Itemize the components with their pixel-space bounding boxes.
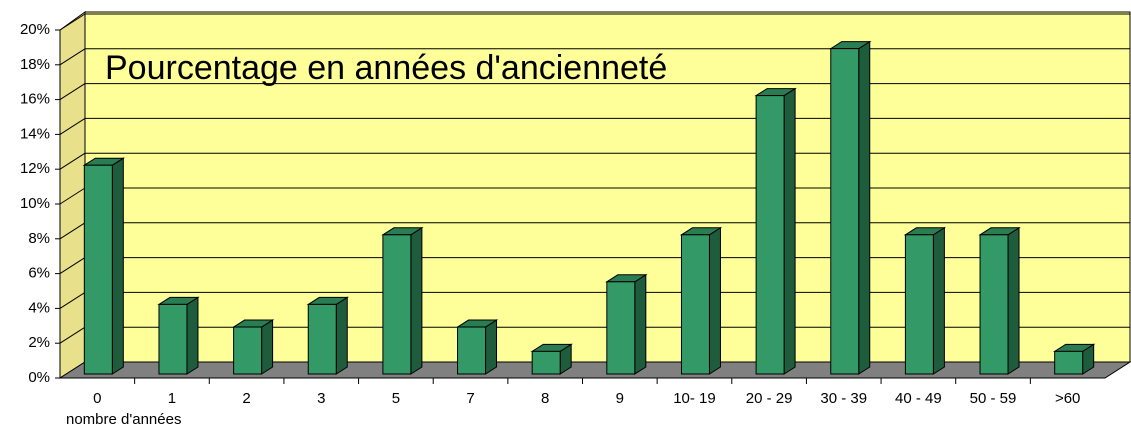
bar <box>1054 350 1084 375</box>
bar <box>233 326 263 375</box>
y-tick-label: 14% <box>20 125 50 142</box>
y-tick-label: 18% <box>20 56 50 73</box>
bar <box>904 234 934 375</box>
x-tick-label: 9 <box>616 390 624 407</box>
bar-side <box>858 40 871 375</box>
grid-line <box>59 48 86 66</box>
y-tick-label: 12% <box>20 160 50 177</box>
bar-side <box>111 157 124 375</box>
bar-side <box>783 87 796 375</box>
bar-side <box>932 226 945 375</box>
bar <box>680 234 710 375</box>
y-tick-label: 4% <box>28 299 50 316</box>
y-tick-label: 6% <box>28 265 50 282</box>
x-tick-label: 40 - 49 <box>895 390 942 407</box>
bar-side <box>410 226 423 375</box>
y-tick-label: 20% <box>20 21 50 38</box>
bar <box>83 164 113 375</box>
y-tick-label: 0% <box>28 369 50 386</box>
bar-side <box>186 296 199 375</box>
bar-side <box>335 296 348 375</box>
x-tick-label: >60 <box>1055 390 1080 407</box>
x-tick-label: 30 - 39 <box>820 390 867 407</box>
bar <box>158 303 188 375</box>
x-tick-label: 8 <box>541 390 549 407</box>
x-axis-label: nombre d'années <box>66 411 181 428</box>
y-tick-label: 8% <box>28 230 50 247</box>
bar <box>755 95 785 375</box>
bar <box>531 350 561 375</box>
bar-side <box>485 319 498 375</box>
grid-line <box>59 117 86 135</box>
x-tick-label: 7 <box>466 390 474 407</box>
x-tick-label: 2 <box>242 390 250 407</box>
x-tick-label: 10- 19 <box>673 390 716 407</box>
x-tick-label: 3 <box>317 390 325 407</box>
bar <box>606 281 636 375</box>
bar-side <box>634 273 647 375</box>
grid-line <box>59 13 86 31</box>
floor <box>58 361 1131 379</box>
grid-line <box>59 222 86 240</box>
x-tick-label: 1 <box>168 390 176 407</box>
grid-line <box>59 83 86 101</box>
grid-line <box>59 152 86 170</box>
grid-line <box>59 187 86 205</box>
bar <box>830 48 860 375</box>
grid-line <box>59 257 86 275</box>
bar <box>307 303 337 375</box>
bar-side <box>708 226 721 375</box>
x-tick-label: 20 - 29 <box>746 390 793 407</box>
x-tick-label: 50 - 59 <box>970 390 1017 407</box>
grid-line <box>59 326 86 344</box>
side-wall <box>59 11 86 379</box>
bar-side <box>261 319 274 375</box>
x-tick-label: 5 <box>392 390 400 407</box>
chart-title: Pourcentage en années d'ancienneté <box>105 49 667 87</box>
y-tick-label: 2% <box>28 334 50 351</box>
bar <box>457 326 487 375</box>
y-tick-label: 10% <box>20 195 50 212</box>
grid-line <box>59 291 86 309</box>
bar-side <box>1007 226 1020 375</box>
x-tick-label: 0 <box>93 390 101 407</box>
y-tick-label: 16% <box>20 91 50 108</box>
bar <box>979 234 1009 375</box>
bar <box>382 234 412 375</box>
